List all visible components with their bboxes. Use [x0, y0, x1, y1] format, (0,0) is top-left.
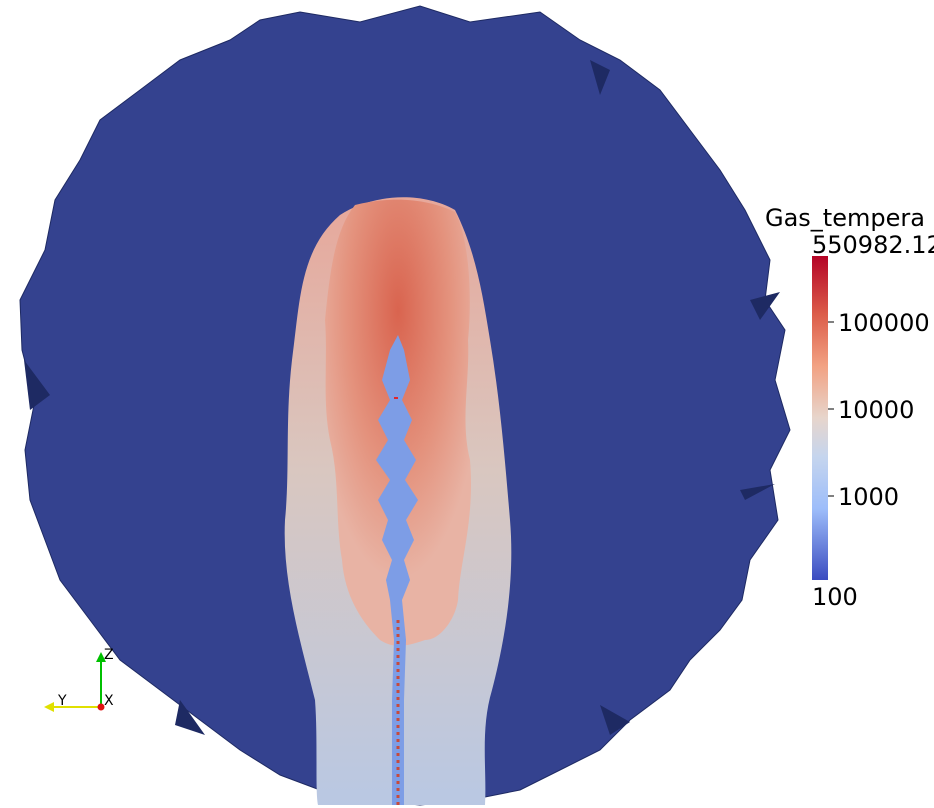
scalar-bar-gradient: [812, 256, 828, 580]
y-axis-label: Y: [58, 693, 67, 709]
scalar-bar-tick-label: 100000: [838, 309, 930, 337]
facet: [740, 484, 775, 500]
jet-spine: [376, 335, 418, 805]
scalar-bar-tick-label: 10000: [838, 396, 915, 424]
orientation-axes-widget: [44, 652, 106, 712]
scalar-bar-tick-label: 1000: [838, 483, 900, 511]
facet: [24, 360, 50, 410]
scalar-bar-min-label: 100: [812, 583, 858, 611]
facet: [175, 700, 205, 735]
x-axis-dot-icon: [97, 703, 105, 711]
facet: [750, 292, 780, 320]
scalar-bar-title: Gas_tempera: [765, 204, 925, 232]
y-axis-arrow-icon: [44, 702, 54, 712]
facet: [590, 60, 610, 95]
z-axis-label: Z: [104, 647, 114, 663]
facet: [600, 705, 630, 735]
z-axis-arrow-icon: [96, 652, 106, 662]
scalar-bar-ticks: [828, 321, 834, 497]
x-axis-label: X: [104, 693, 114, 709]
scalar-bar-max-label: 550982.12: [812, 231, 934, 259]
